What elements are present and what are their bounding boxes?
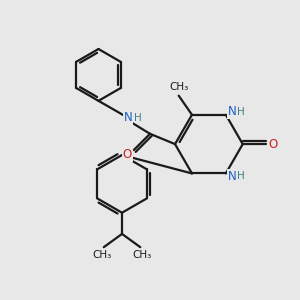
- Text: H: H: [237, 171, 244, 182]
- Text: O: O: [123, 148, 132, 161]
- Text: CH₃: CH₃: [93, 250, 112, 260]
- Text: N: N: [228, 105, 237, 118]
- Text: N: N: [228, 170, 237, 183]
- Text: CH₃: CH₃: [132, 250, 152, 260]
- Text: N: N: [124, 111, 133, 124]
- Text: CH₃: CH₃: [169, 82, 188, 92]
- Text: H: H: [134, 113, 142, 123]
- Text: O: O: [268, 138, 278, 151]
- Text: H: H: [237, 107, 244, 117]
